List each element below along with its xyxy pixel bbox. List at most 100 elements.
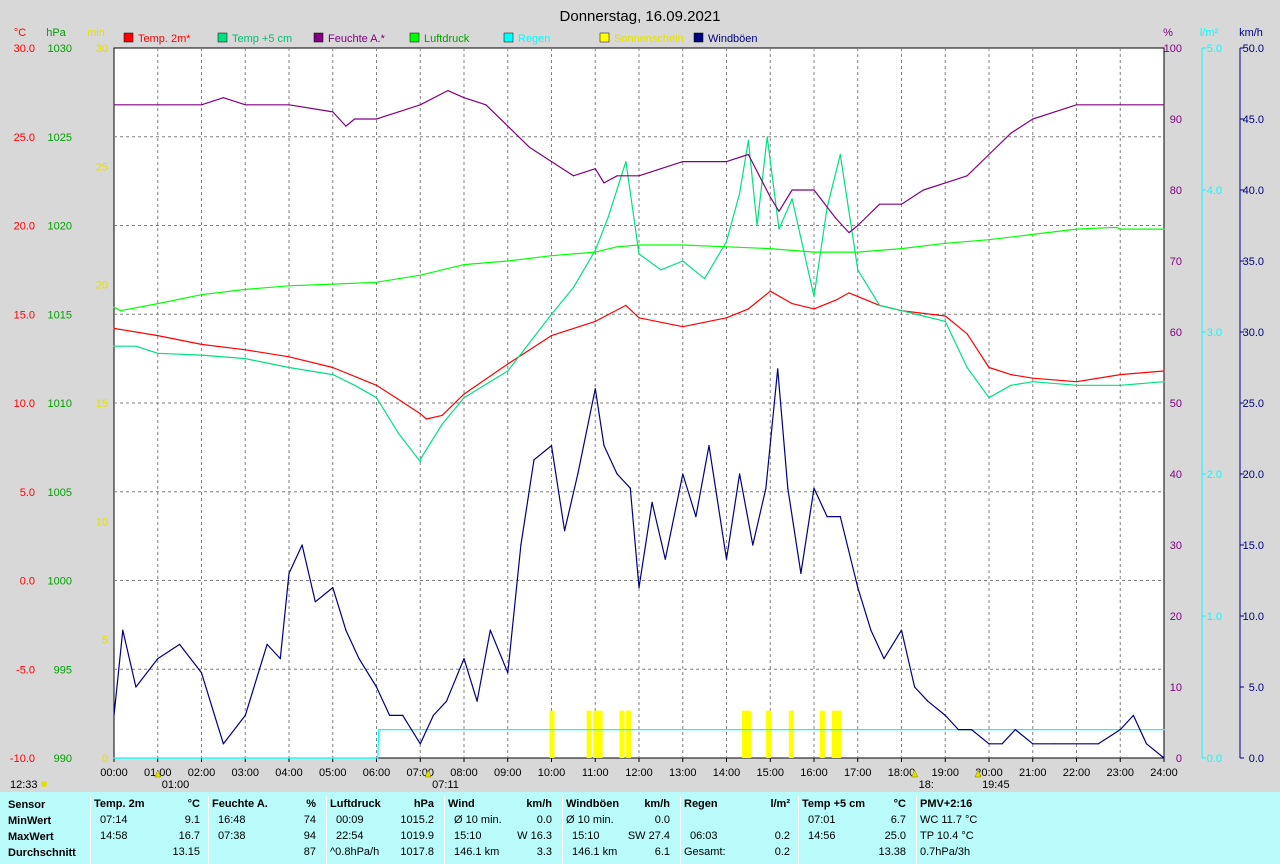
gust-max: SW 27.4 [627, 830, 670, 842]
wind-avg10-label: Ø 10 min. [454, 814, 502, 826]
x-tick-label: 24:00 [1150, 767, 1178, 779]
data-point [870, 629, 872, 631]
corner-time: 12:33 [10, 779, 38, 791]
data-point [332, 587, 334, 589]
data-point [944, 182, 946, 184]
temp-axis-label: 25.0 [14, 132, 35, 144]
data-point [314, 601, 316, 603]
pmv-windchill: WC 11.7 °C [920, 814, 978, 826]
wind-axis-label: 35.0 [1243, 256, 1264, 268]
wind-column: Wind km/h Ø 10 min. 0.0 15:10 W 16.3 146… [448, 792, 558, 864]
data-point [550, 313, 553, 315]
data-point [664, 558, 666, 560]
data-point [358, 658, 360, 660]
temp-axis-label: -5.0 [16, 664, 35, 676]
sunshine-bar [819, 710, 825, 758]
data-point [507, 370, 509, 372]
data-point [507, 672, 509, 674]
data-point [607, 216, 610, 218]
unit-wind: km/h [526, 798, 552, 810]
sunshine-axis-label: 5 [102, 635, 108, 647]
data-point [157, 303, 159, 305]
data-point [463, 264, 465, 266]
data-point [375, 397, 378, 399]
header-gust: Windböen [566, 798, 620, 810]
pressure-max: 1019.9 [400, 830, 434, 842]
data-point [1163, 729, 1165, 731]
wind-avg: 3.3 [536, 846, 552, 858]
wind-axis-label: 20.0 [1243, 469, 1264, 481]
data-point [397, 398, 399, 400]
data-point [520, 544, 522, 546]
data-point [944, 320, 946, 322]
unit-temp2m: °C [187, 798, 200, 810]
data-point [345, 125, 347, 127]
data-point [447, 90, 449, 92]
pmv-dewpoint: TP 10.4 °C [920, 830, 974, 842]
data-point [288, 366, 290, 369]
wind-max-time: 15:10 [454, 830, 482, 842]
temp5-min: 6.7 [890, 814, 906, 826]
data-point [550, 255, 553, 257]
humidity-max: 94 [303, 830, 316, 842]
data-point [970, 729, 973, 731]
data-point [507, 363, 509, 365]
x-tick-label: 10:00 [538, 767, 566, 779]
time-marker-icon [974, 769, 982, 778]
wind-max: W 16.3 [517, 830, 552, 842]
data-point [1032, 381, 1034, 383]
summary-table: Sensor MinWert MaxWert Durchschnitt Temp… [0, 792, 1280, 864]
data-point [848, 232, 850, 234]
pmv-pressure-trend: 0.7hPa/3h [920, 846, 971, 858]
x-tick-label: 17:00 [844, 767, 872, 779]
legend-swatch [409, 32, 420, 43]
legend-label: Windböen [708, 33, 758, 45]
legend-label: Temp. 2m* [138, 33, 191, 45]
sunshine-axis-label: 20 [96, 280, 108, 292]
data-point [900, 629, 903, 631]
data-point [1032, 377, 1034, 379]
humidity-axis-label: 90 [1170, 114, 1182, 126]
data-point [332, 111, 334, 113]
time-marker-label: 07:11 [432, 779, 459, 791]
pressure-axis-unit: hPa [46, 27, 66, 39]
time-marker-icon [154, 769, 162, 778]
header-temp2m: Temp. 2m [94, 798, 145, 810]
data-point [826, 516, 828, 518]
data-point [747, 308, 750, 310]
data-point [157, 335, 159, 337]
unit-gust: km/h [644, 798, 670, 810]
data-point [944, 714, 946, 717]
data-point [214, 714, 216, 717]
data-point [922, 189, 925, 191]
data-point [594, 249, 596, 251]
data-point [441, 414, 443, 416]
data-point [397, 432, 399, 434]
data-point [244, 714, 246, 717]
x-tick-label: 20:00 [975, 767, 1003, 779]
data-point [113, 345, 115, 347]
data-point [120, 310, 122, 312]
data-point [957, 729, 960, 731]
data-point [244, 358, 246, 360]
data-point [988, 153, 990, 156]
pressure-axis-label: 1000 [48, 576, 72, 588]
data-point [419, 413, 421, 415]
data-point [122, 629, 124, 631]
wind-distance: 146.1 km [454, 846, 500, 858]
data-point [1115, 226, 1117, 228]
data-point [594, 251, 596, 253]
sunshine-axis-label: 25 [96, 161, 108, 173]
data-point [485, 104, 487, 106]
data-point [638, 317, 640, 319]
data-point [704, 278, 706, 280]
data-point [682, 473, 684, 475]
legend-swatch [313, 32, 324, 43]
wind-axis-label: 30.0 [1243, 327, 1264, 339]
header-rain: Regen [684, 798, 718, 810]
x-tick-label: 21:00 [1019, 767, 1047, 779]
x-tick-label: 15:00 [756, 767, 784, 779]
legend-swatch [599, 32, 610, 43]
sunshine-bar [593, 710, 599, 758]
temp2m-min-time: 07:14 [100, 814, 128, 826]
